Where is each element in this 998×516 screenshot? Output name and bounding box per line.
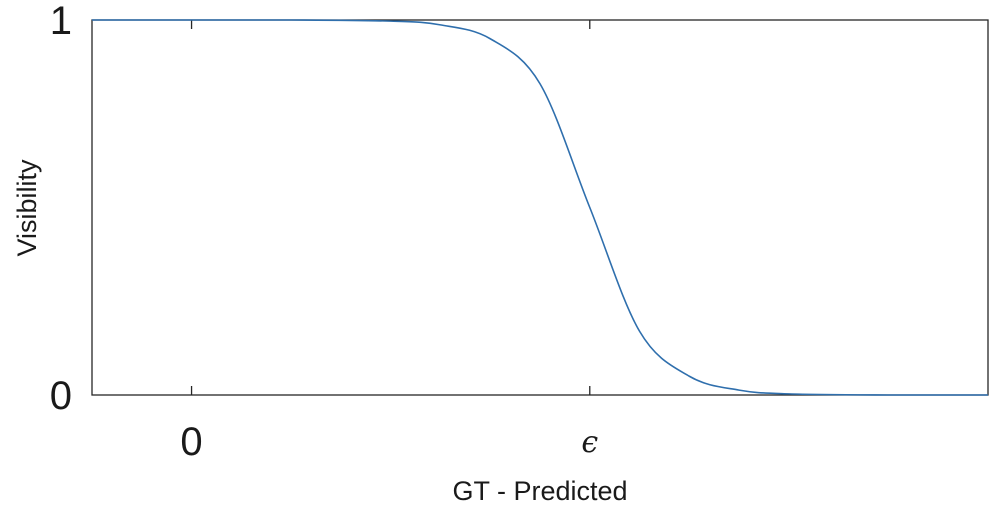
series-lines <box>91 19 988 396</box>
x-tick-label: 0 <box>180 420 202 464</box>
tick-labels: 0 ϵ 0 1 <box>50 0 599 464</box>
y-tick-label: 0 <box>50 374 72 418</box>
y-axis-title: Visibility <box>12 159 42 257</box>
y-tick-label: 1 <box>50 0 72 43</box>
series-line <box>91 19 988 396</box>
x-axis-title: GT - Predicted <box>452 476 627 506</box>
x-tick-label: ϵ <box>581 425 598 460</box>
plot-area-box <box>91 19 989 396</box>
tick-marks <box>190 20 591 395</box>
